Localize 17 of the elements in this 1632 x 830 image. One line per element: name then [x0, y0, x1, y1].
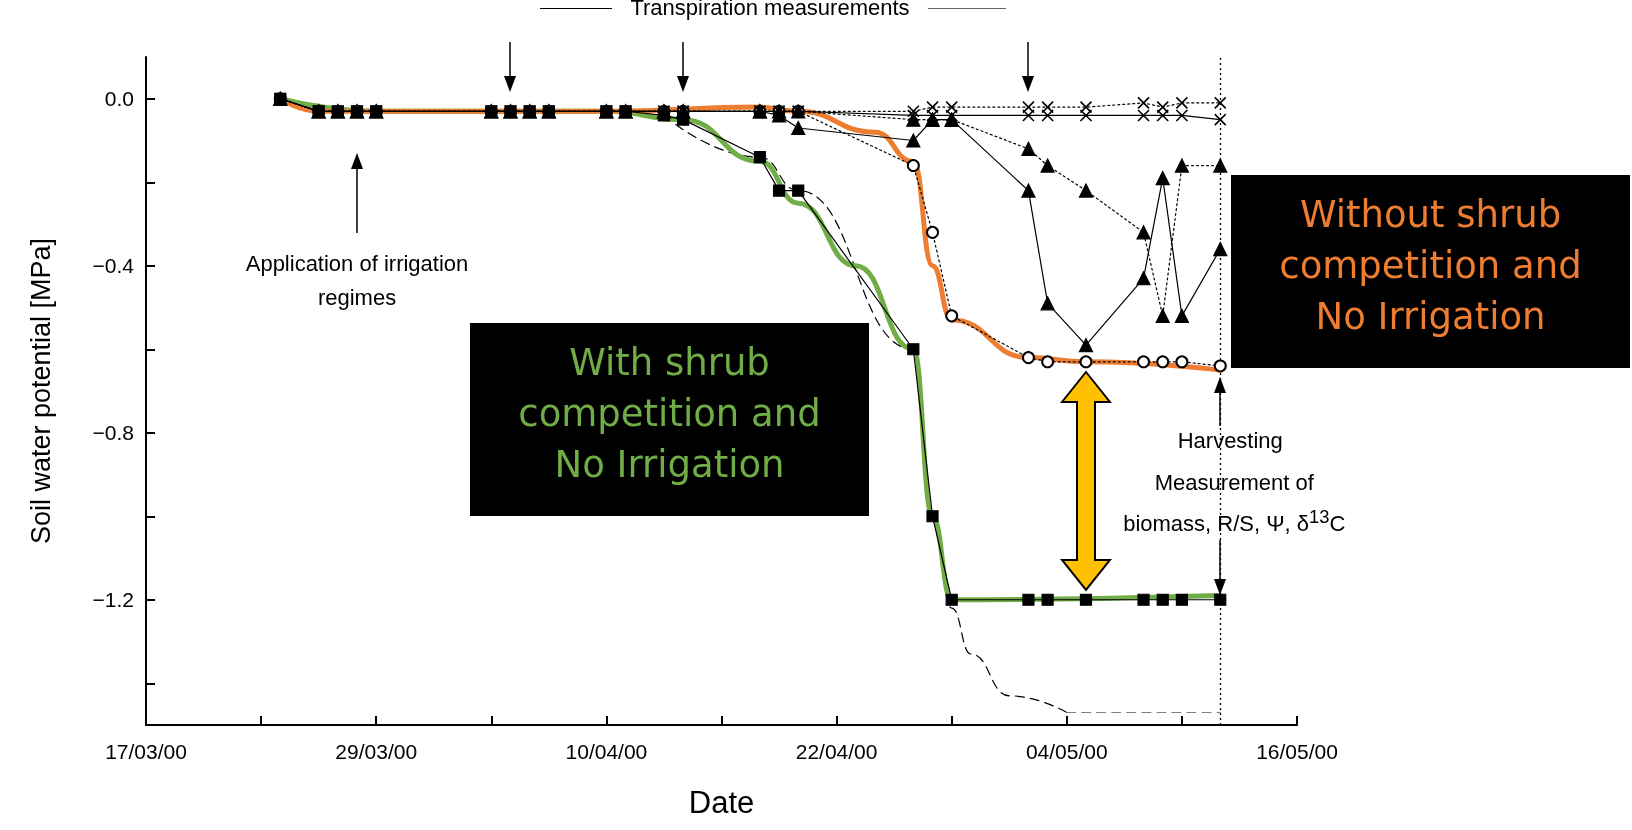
x-tick-label: 04/05/00 — [1025, 740, 1108, 763]
x-tick-label: 29/03/00 — [335, 740, 418, 763]
y-tick-label: 0.0 — [104, 87, 134, 111]
x-tick-label: 22/04/00 — [795, 740, 878, 763]
annotation: Application of irrigation regimes — [244, 250, 470, 313]
annotation: Measurement of biomass, R/S, Ψ, δ$^{13}$C — [1122, 469, 1347, 539]
annotation: With shrub competition and No Irrigation — [470, 323, 869, 516]
y-axis-title: Soil water potential [MPa] — [25, 237, 56, 545]
x-tick-label: 10/04/00 — [565, 740, 648, 763]
y-tick-label: −0.4 — [92, 254, 135, 278]
x-tick-label: 17/03/00 — [105, 740, 187, 763]
y-tick-label: −1.2 — [92, 588, 134, 612]
x-tick-label: 16/05/00 — [1256, 740, 1338, 763]
x-axis-title: Date — [688, 785, 755, 820]
y-tick-label: −0.8 — [92, 421, 134, 445]
annotation: Without shrub competition and No Irrigation — [1231, 175, 1630, 368]
annotation: Harvesting — [1177, 426, 1283, 455]
